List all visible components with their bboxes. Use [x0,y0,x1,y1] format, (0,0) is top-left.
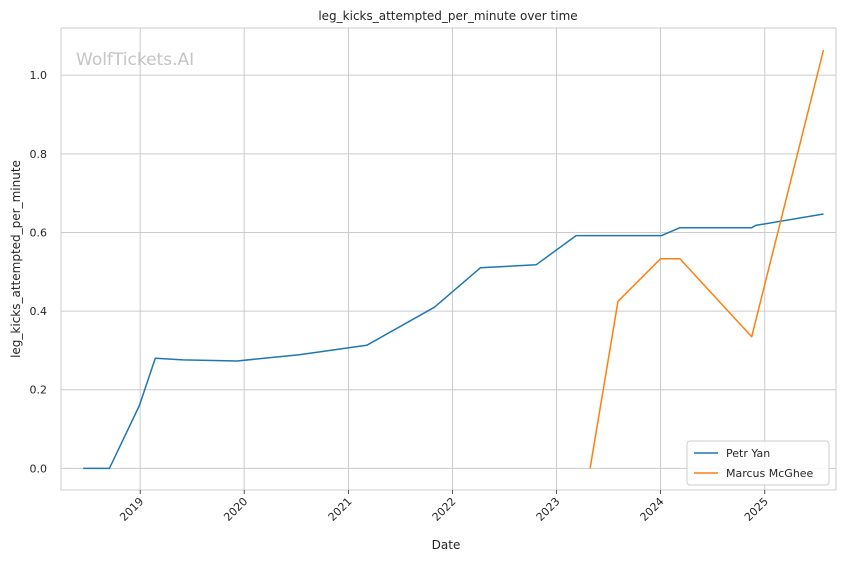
series-layer [83,49,825,470]
legend: Petr Yan Marcus McGhee [686,440,830,486]
x-axis-label: Date [432,538,461,552]
legend-label-petr-yan: Petr Yan [726,447,770,460]
y-axis-ticks: 0.0 0.2 0.4 0.6 0.8 1.0 [30,69,48,475]
watermark: WolfTickets.AI [76,50,194,70]
y-tick-label: 1.0 [30,69,48,82]
series-line-marcus-mcghee [589,49,825,469]
chart-title: leg_kicks_attempted_per_minute over time [318,9,577,23]
y-axis-label: leg_kicks_attempted_per_minute [9,160,23,358]
plot-frame [60,27,837,491]
legend-box [686,440,830,486]
grid [61,28,836,490]
legend-label-marcus-mcghee: Marcus McGhee [726,467,814,480]
y-tick-label: 0.4 [30,305,48,318]
y-tick-label: 0.2 [30,384,48,397]
series-line-petr-yan [83,213,824,470]
y-tick-label: 0.0 [30,462,48,475]
y-tick-label: 0.8 [30,148,48,161]
y-tick-label: 0.6 [30,226,48,239]
